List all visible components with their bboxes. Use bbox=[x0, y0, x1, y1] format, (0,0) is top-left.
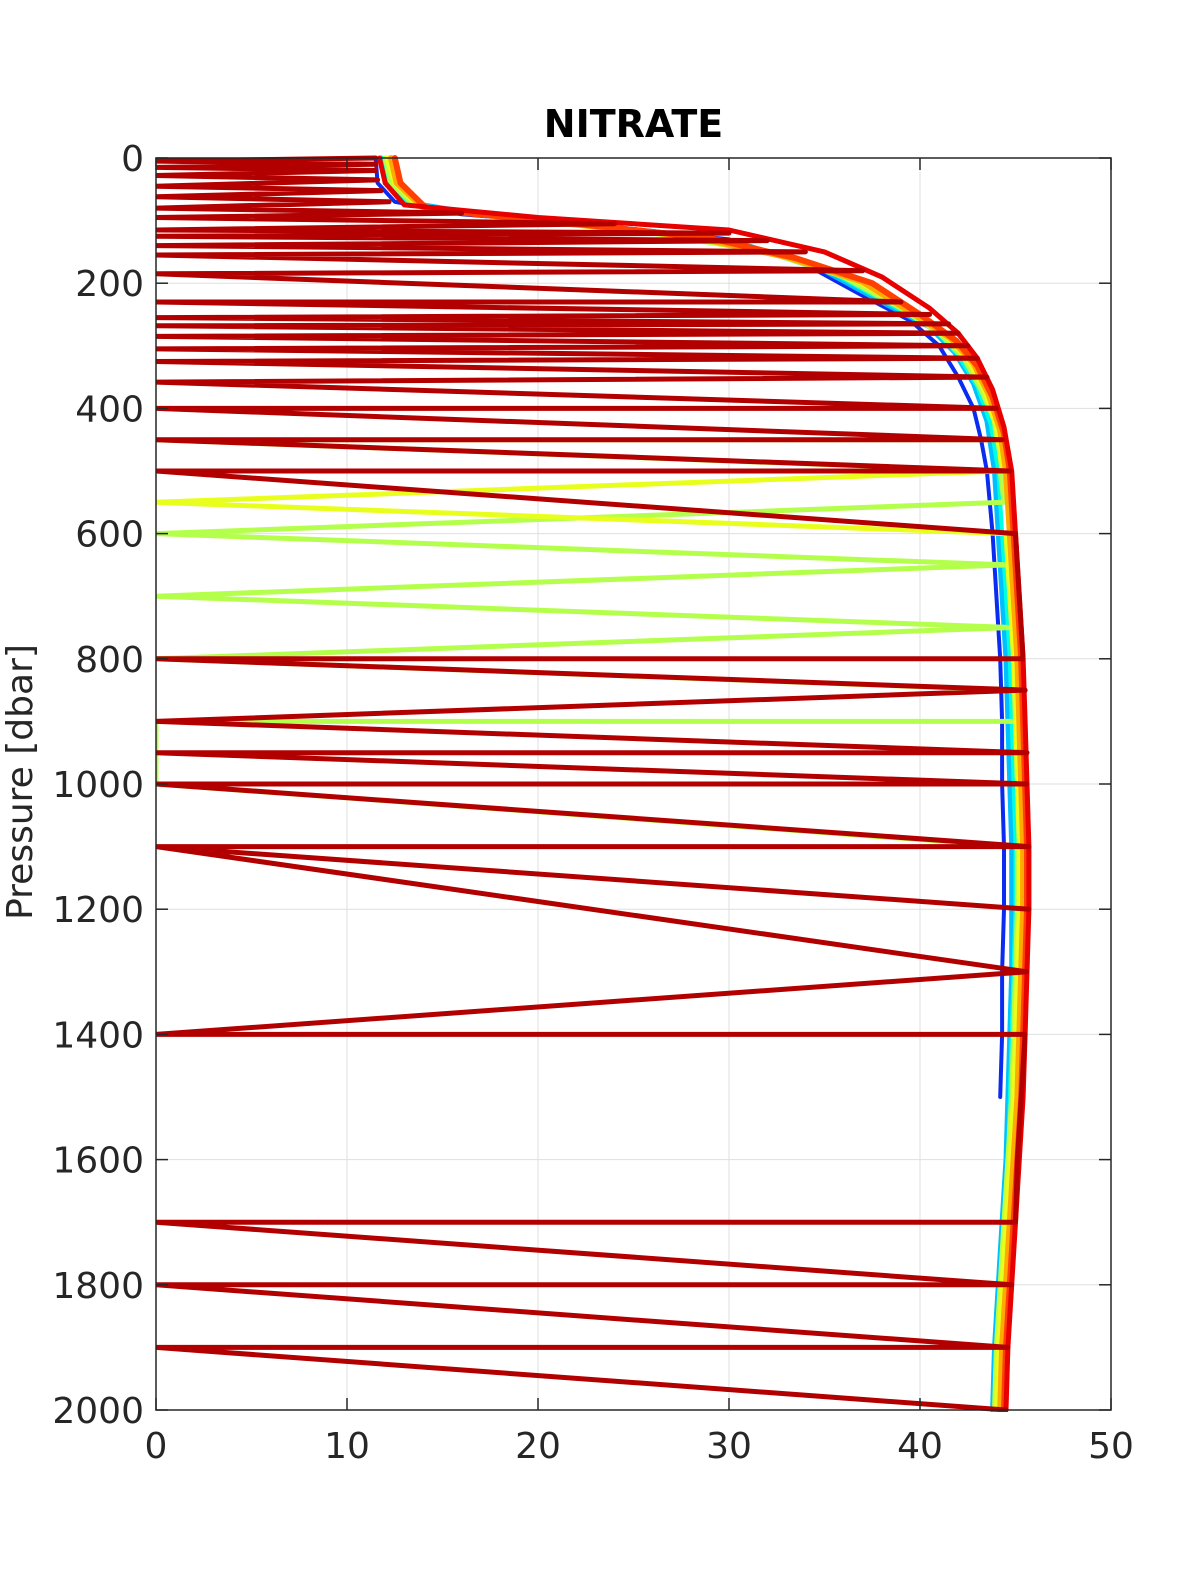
y-tick-label: 800 bbox=[75, 640, 144, 681]
x-tick-label: 10 bbox=[324, 1426, 370, 1467]
x-tick-label: 30 bbox=[706, 1426, 752, 1467]
y-tick-label: 1600 bbox=[52, 1141, 144, 1182]
series-layer bbox=[156, 155, 1032, 1412]
x-tick-label: 50 bbox=[1088, 1426, 1134, 1467]
y-tick-label: 1000 bbox=[52, 765, 144, 806]
y-tick-label: 400 bbox=[75, 389, 144, 430]
y-tick-label: 1400 bbox=[52, 1015, 144, 1056]
series-line-9 bbox=[156, 155, 1032, 1412]
x-tick-label: 0 bbox=[145, 1426, 168, 1467]
axis-ticks: 0 10 20 30 40 50 0 200 400 600 800 1000 1200 1400 1600… bbox=[52, 139, 1134, 1467]
y-axis-label: Pressure [dbar] bbox=[0, 644, 41, 920]
y-tick-label: 1800 bbox=[52, 1266, 144, 1307]
y-tick-label: 600 bbox=[75, 515, 144, 556]
y-tick-label: 200 bbox=[75, 264, 144, 305]
y-tick-label: 2000 bbox=[52, 1391, 144, 1432]
chart-title: NITRATE bbox=[544, 102, 723, 146]
x-tick-label: 20 bbox=[515, 1426, 561, 1467]
y-tick-label: 1200 bbox=[52, 890, 144, 931]
y-tick-label: 0 bbox=[121, 139, 144, 180]
x-tick-label: 40 bbox=[897, 1426, 943, 1467]
